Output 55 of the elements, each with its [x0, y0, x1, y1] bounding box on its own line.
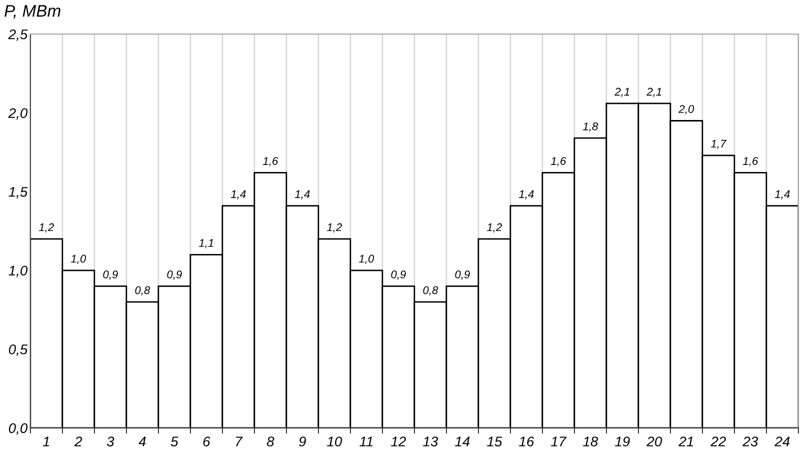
x-tick-label: 2 — [74, 436, 82, 446]
x-tick-label: 22 — [710, 436, 726, 446]
x-tick-label: 7 — [236, 436, 243, 446]
data-label: 1,0 — [358, 254, 374, 264]
data-label: 1,4 — [774, 190, 790, 200]
x-tick-label: 20 — [646, 436, 662, 446]
data-label: 1,2 — [326, 223, 342, 232]
y-tick-label: 2,5 — [8, 29, 28, 41]
data-label: 1,4 — [518, 190, 534, 200]
y-axis-title: P, MBm — [4, 5, 60, 19]
x-tick-label: 1 — [42, 436, 50, 446]
x-tick-label: 9 — [299, 436, 306, 446]
x-tick-label: 14 — [455, 436, 470, 446]
x-tick-label: 5 — [170, 436, 178, 446]
x-tick-label: 3 — [106, 436, 114, 446]
data-label: 1,8 — [582, 122, 598, 132]
data-label: 1,6 — [742, 157, 758, 166]
data-label: 1,4 — [230, 190, 246, 200]
x-tick-label: 6 — [203, 436, 210, 446]
x-tick-label: 23 — [742, 436, 758, 446]
x-tick-label: 12 — [391, 436, 406, 446]
y-tick-label: 2,0 — [8, 108, 28, 120]
data-label: 0,9 — [391, 270, 406, 280]
x-tick-label: 19 — [615, 436, 630, 446]
y-tick-label: 0,0 — [8, 423, 28, 435]
x-tick-label: 11 — [360, 436, 372, 446]
data-label: 0,8 — [423, 286, 438, 296]
x-tick-label: 10 — [327, 436, 342, 446]
y-tick-label: 1,0 — [8, 266, 28, 278]
data-label: 2,0 — [678, 105, 694, 114]
x-tick-label: 17 — [551, 436, 567, 446]
y-tick-label: 1,5 — [8, 187, 28, 198]
data-label: 1,6 — [262, 157, 278, 166]
data-label: 1,7 — [710, 140, 726, 149]
x-tick-label: 16 — [519, 436, 534, 446]
x-tick-label: 15 — [487, 436, 502, 446]
data-label: 1,2 — [38, 223, 54, 232]
data-label: 1,2 — [486, 223, 502, 232]
data-label: 0,9 — [455, 270, 470, 280]
y-tick-label: 0,5 — [8, 344, 28, 356]
x-tick-label: 18 — [583, 436, 598, 446]
data-label: 1,6 — [550, 157, 566, 166]
x-tick-label: 8 — [266, 436, 274, 446]
data-label: 0,9 — [167, 270, 182, 280]
x-tick-label: 24 — [774, 436, 790, 446]
x-tick-label: 21 — [678, 436, 693, 446]
data-label: 1,4 — [294, 190, 310, 200]
data-label: 1,0 — [70, 254, 86, 264]
data-label: 1,1 — [198, 239, 214, 248]
data-label: 0,8 — [135, 286, 150, 296]
x-tick-label: 4 — [138, 436, 146, 446]
x-tick-label: 13 — [423, 436, 438, 446]
data-label: 2,1 — [646, 88, 662, 97]
data-label: 0,9 — [103, 270, 118, 280]
data-label: 2,1 — [614, 88, 630, 97]
